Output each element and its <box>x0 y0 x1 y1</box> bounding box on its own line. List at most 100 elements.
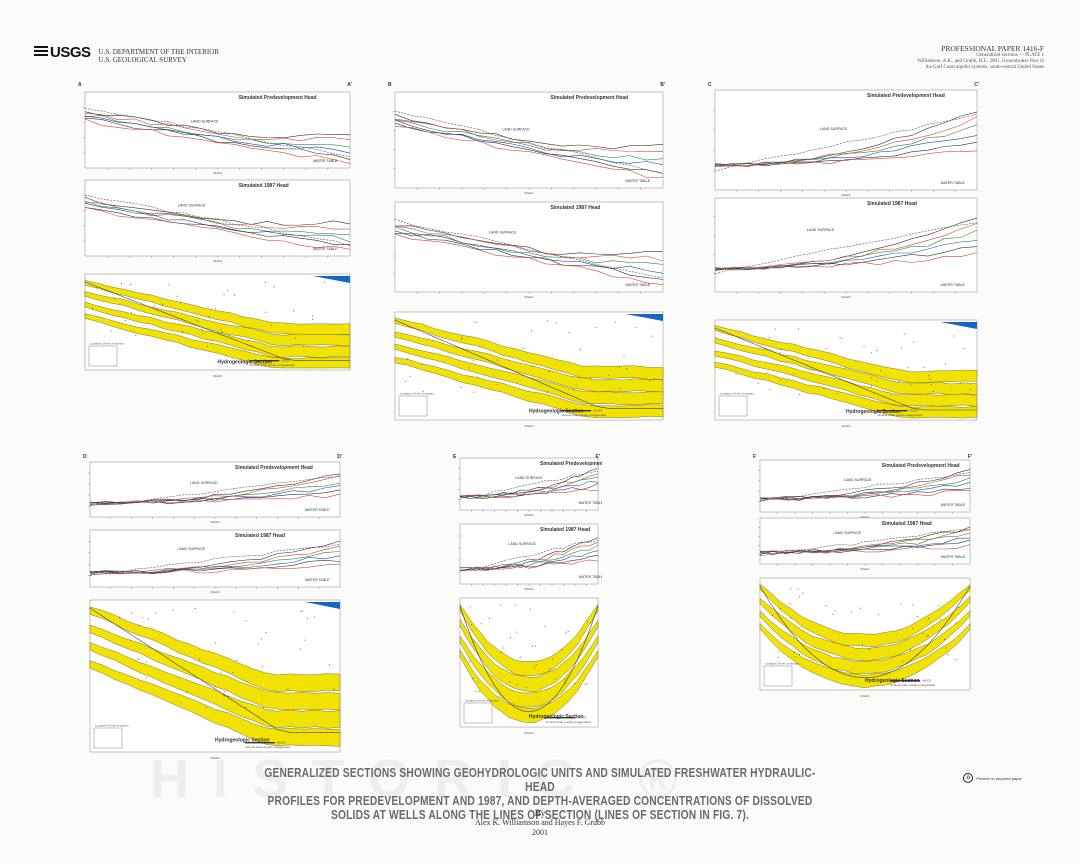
well-concentration-mark <box>567 631 569 633</box>
gulf-water <box>625 314 663 321</box>
well-concentration-mark <box>473 321 475 323</box>
well-concentration-mark <box>135 334 137 336</box>
well-concentration-mark <box>476 321 478 323</box>
well-concentration-mark <box>461 337 463 339</box>
well-concentration-mark <box>561 649 563 650</box>
well-concentration-mark <box>314 616 316 618</box>
well-concentration-mark <box>901 347 903 349</box>
well-concentration-mark <box>270 324 272 326</box>
well-concentration-mark <box>554 678 556 680</box>
aquifer-unit <box>89 624 341 711</box>
well-concentration-mark <box>573 388 574 390</box>
well-concentration-mark <box>500 604 502 606</box>
hyd-miles-label: MILES <box>213 374 222 378</box>
land-surface-label-1987: LAND SURFACE <box>489 231 517 235</box>
well-concentration-mark <box>880 370 882 372</box>
aquifer-unit <box>714 325 978 384</box>
head-profile-line <box>84 200 351 236</box>
exaggeration-note: Vertical scale greatly exaggerated <box>890 683 935 687</box>
well-concentration-mark <box>273 286 275 288</box>
section-end-letter: D' <box>337 454 342 460</box>
head-profile-line <box>459 483 599 499</box>
well-concentration-mark <box>223 695 225 697</box>
head-profile-line <box>459 559 599 571</box>
exaggeration-note: Vertical scale greatly exaggerated <box>546 720 591 724</box>
head-profile-line <box>84 203 351 243</box>
land-surface-label-1987: LAND SURFACE <box>178 547 206 551</box>
well-concentration-mark <box>477 376 479 378</box>
well-concentration-mark <box>860 607 862 609</box>
well-concentration-mark <box>535 645 536 647</box>
head-1987-plot-frame <box>759 517 971 565</box>
well-concentration-mark <box>138 624 140 626</box>
base-boundary <box>84 281 350 362</box>
section-start-letter: A <box>78 82 82 88</box>
well-concentration-mark <box>421 363 423 365</box>
well-concentration-mark <box>235 659 237 661</box>
h87-miles-label: MILES <box>524 587 533 591</box>
well-concentration-mark <box>233 294 235 296</box>
section-c: C C' Simulated Predevelopment Head WATER TA… <box>708 82 979 428</box>
land-surface-label: LAND SURFACE <box>820 127 848 131</box>
well-concentration-mark <box>923 366 925 368</box>
head-profile-line <box>459 550 599 571</box>
head-profile-line <box>714 252 978 270</box>
predevelopment-plot-frame <box>84 91 351 169</box>
well-concentration-mark <box>214 686 216 688</box>
well-concentration-mark <box>793 652 795 653</box>
section-end-letter: C' <box>974 82 979 88</box>
head-profile-line <box>89 489 341 505</box>
well-concentration-mark <box>155 612 156 614</box>
well-concentration-mark <box>153 305 155 307</box>
well-concentration-mark <box>96 287 98 289</box>
well-concentration-mark <box>523 348 524 350</box>
well-concentration-mark <box>945 647 947 649</box>
head-profile-line <box>459 545 599 570</box>
well-concentration-mark <box>223 691 225 693</box>
aquifer-unit <box>759 583 971 647</box>
well-concentration-mark <box>156 309 158 311</box>
well-concentration-mark <box>794 656 796 658</box>
water-table-label: WATER TABLE <box>625 179 650 183</box>
recycled-text: Printed on recycled paper <box>976 775 1022 781</box>
aquifer-unit <box>84 280 351 335</box>
well-concentration-mark <box>862 644 863 646</box>
well-concentration-mark <box>955 659 957 661</box>
well-concentration-mark <box>946 654 948 656</box>
head-profile-line <box>394 233 664 285</box>
well-concentration-mark <box>110 330 112 332</box>
head-profile-line <box>759 469 971 499</box>
well-concentration-mark <box>626 368 628 370</box>
well-concentration-mark <box>590 377 592 379</box>
scale-bar <box>545 717 576 719</box>
well-concentration-mark <box>825 348 827 349</box>
well-concentration-mark <box>877 613 879 615</box>
well-concentration-mark <box>304 639 306 641</box>
well-concentration-mark <box>531 330 532 332</box>
well-concentration-mark <box>780 608 781 610</box>
section-start-letter: D <box>83 454 87 460</box>
head-1987-title: Simulated 1987 Head <box>867 201 917 207</box>
location-inset <box>763 665 793 687</box>
well-concentration-mark <box>632 377 634 379</box>
well-concentration-mark <box>584 684 586 686</box>
well-concentration-mark <box>220 329 222 331</box>
section-end-letter: F' <box>968 454 972 460</box>
well-concentration-mark <box>575 383 577 385</box>
water-table-label-1987: WATER TABLE <box>579 575 602 579</box>
location-inset <box>93 727 123 749</box>
head-1987-title: Simulated 1987 Head <box>540 527 590 533</box>
predevelopment-title: Simulated Predevelopment Head <box>235 465 313 471</box>
head-profile-line <box>89 563 341 575</box>
well-concentration-mark <box>220 671 222 673</box>
pre-miles-label: MILES <box>213 171 222 175</box>
water-table-label: WATER TABLE <box>940 181 965 185</box>
well-concentration-mark <box>113 297 115 299</box>
water-table-label: WATER TABLE <box>941 503 966 507</box>
well-concentration-mark <box>478 690 480 692</box>
well-concentration-mark <box>208 315 210 317</box>
head-profile-line <box>89 559 341 575</box>
head-profile-line <box>84 117 351 160</box>
well-concentration-mark <box>564 679 566 681</box>
aquifer-unit <box>394 357 664 419</box>
